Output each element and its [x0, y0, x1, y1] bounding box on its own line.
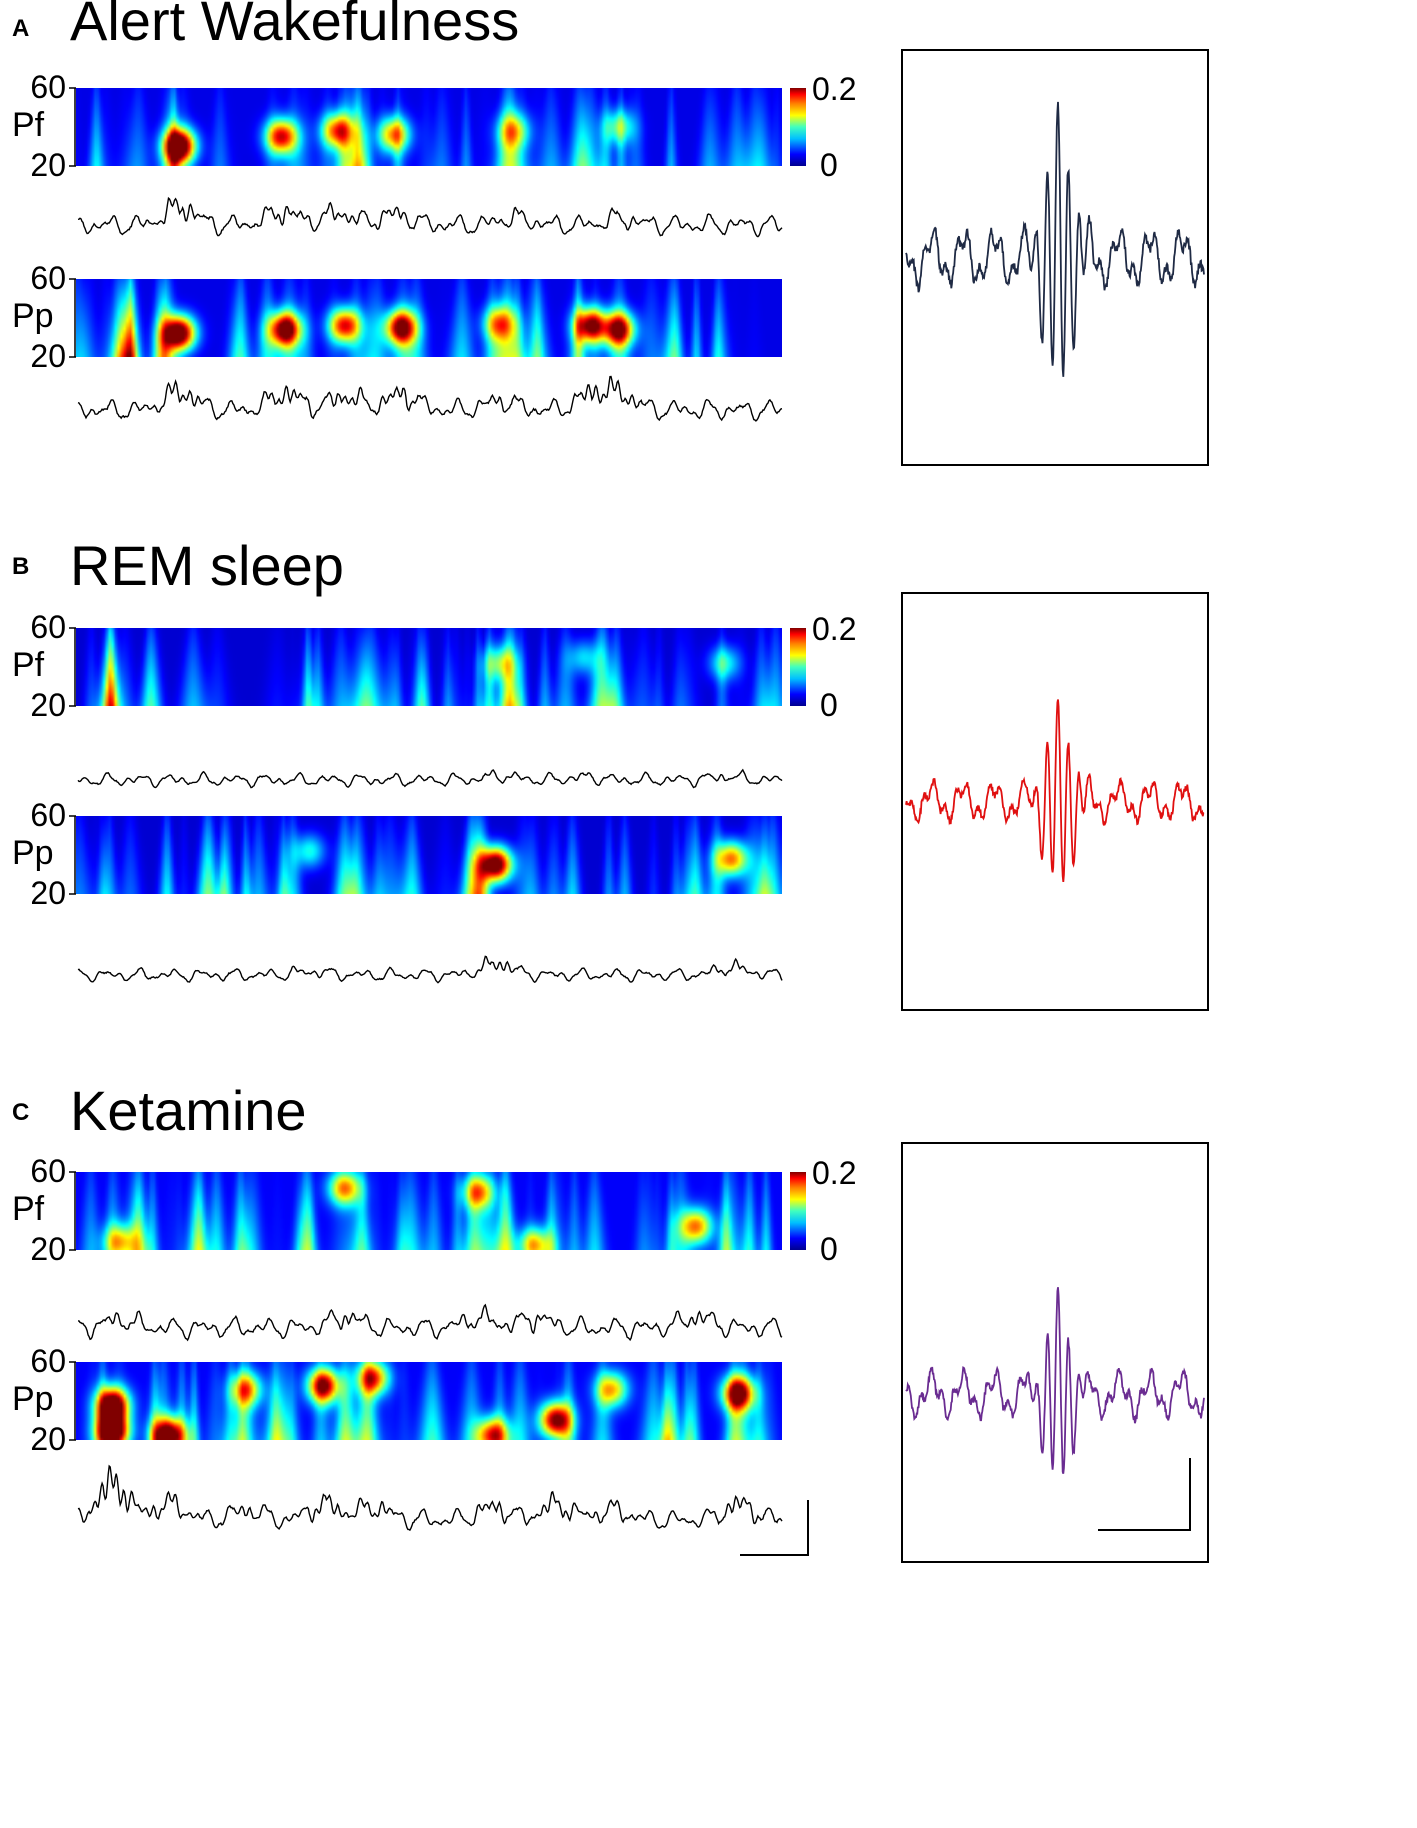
- panel-title: Alert Wakefulness: [70, 0, 519, 52]
- box-frame: [901, 592, 1209, 1011]
- colorbar: 0.20: [790, 71, 856, 183]
- eeg-trace: [78, 1303, 783, 1342]
- ytick-label-bottom: 20: [30, 687, 66, 723]
- channel-label: Pp: [12, 834, 54, 872]
- panel-letter: A: [12, 15, 29, 42]
- ytick-label-top: 60: [30, 1343, 66, 1379]
- ytick-label-top: 60: [30, 609, 66, 645]
- spectrogram-pf: [76, 1172, 782, 1250]
- ytick-label-top: 60: [30, 1153, 66, 1189]
- colorbar-min-label: 0: [820, 147, 838, 183]
- ytick-label-top: 60: [30, 69, 66, 105]
- panel-letter: C: [12, 1099, 29, 1126]
- spectrogram-pf: [76, 88, 782, 166]
- colorbar-min-label: 0: [820, 687, 838, 723]
- spectrogram-pf: [76, 628, 782, 706]
- colorbar-min-label: 0: [820, 1231, 838, 1267]
- colorbar: 0.20: [790, 1155, 856, 1267]
- panel-letter: B: [12, 553, 29, 580]
- average-trace: [905, 1287, 1205, 1474]
- box-frame: [901, 1142, 1209, 1563]
- eeg-trace: [77, 1464, 783, 1532]
- average-trace-box: [901, 1142, 1209, 1563]
- average-trace-box: [901, 592, 1209, 1011]
- average-trace: [905, 699, 1205, 882]
- scale-bar-left: [740, 1500, 809, 1556]
- colorbar-gradient: [790, 628, 806, 706]
- channel-label: Pp: [12, 297, 54, 335]
- eeg-trace: [77, 768, 783, 789]
- average-trace: [905, 101, 1205, 377]
- colorbar-max-label: 0.2: [812, 611, 856, 647]
- spectrogram-pp: [76, 279, 782, 357]
- ytick-label-top: 60: [30, 260, 66, 296]
- spectrogram-pp: [76, 816, 782, 894]
- eeg-trace: [77, 375, 783, 422]
- colorbar-gradient: [790, 1172, 806, 1250]
- box-frame: [901, 49, 1209, 466]
- ytick-label-bottom: 20: [30, 875, 66, 911]
- colorbar-max-label: 0.2: [812, 71, 856, 107]
- panel-title: REM sleep: [70, 534, 344, 597]
- panel-title: Ketamine: [70, 1079, 307, 1142]
- eeg-trace: [77, 955, 783, 984]
- ytick-label-top: 60: [30, 797, 66, 833]
- channel-label: Pf: [12, 1190, 45, 1228]
- ytick-label-bottom: 20: [30, 338, 66, 374]
- spectrogram-pp: [76, 1362, 782, 1440]
- average-trace-box: [901, 49, 1209, 466]
- channel-label: Pf: [12, 106, 45, 144]
- ytick-label-bottom: 20: [30, 1231, 66, 1267]
- eeg-trace: [77, 196, 783, 238]
- colorbar: 0.20: [790, 611, 856, 723]
- colorbar-gradient: [790, 88, 806, 166]
- channel-label: Pp: [12, 1380, 54, 1418]
- scale-bar-right: [1098, 1458, 1191, 1531]
- ytick-label-bottom: 20: [30, 147, 66, 183]
- colorbar-max-label: 0.2: [812, 1155, 856, 1191]
- channel-label: Pf: [12, 646, 45, 684]
- ytick-label-bottom: 20: [30, 1421, 66, 1457]
